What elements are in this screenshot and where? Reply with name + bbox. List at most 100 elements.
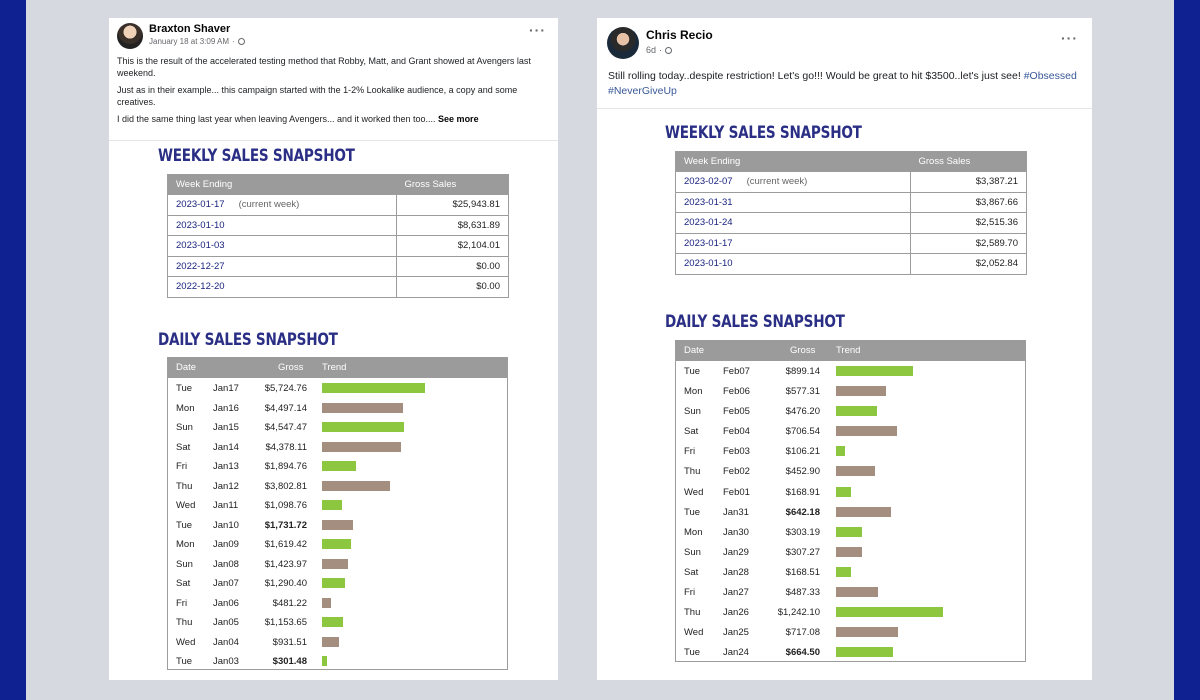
date-cell: Jan24: [723, 647, 749, 659]
table-row: Sun Jan29 $307.27: [676, 542, 1025, 562]
day-cell: Wed: [684, 627, 704, 639]
gross-cell: $1,731.72: [264, 519, 307, 531]
weekly-snapshot-title: WEEKLY SALES SNAPSHOT: [665, 123, 862, 143]
trend-bar: [836, 647, 893, 658]
date-cell: Jan05: [213, 617, 239, 628]
more-options-icon[interactable]: ···: [529, 22, 546, 38]
facebook-post-2: Chris Recio 6d · ··· Still rolling today…: [597, 18, 1092, 680]
date-cell: Jan16: [213, 402, 239, 414]
table-row: 2023-01-10 $2,052.84: [675, 253, 1027, 275]
date-cell: Jan04: [213, 636, 239, 648]
post-paragraph: Just as in their example... this campaig…: [117, 85, 518, 107]
table-row: Tue Jan17 $5,724.76: [168, 378, 507, 398]
hashtag-link[interactable]: #Obsessed: [1023, 70, 1077, 82]
gross-cell: $1,242.10: [777, 607, 820, 619]
daily-rows: Tue Feb07 $899.14 Mon Feb06 $577.31 Sun Feb05 $4…: [676, 361, 1025, 662]
post-timestamp[interactable]: January 18 at 3:09 AM: [149, 37, 230, 46]
right-border-bar: [1174, 0, 1200, 700]
divider: [109, 140, 558, 141]
trend-bar: [322, 578, 345, 588]
day-cell: Mon: [684, 526, 703, 538]
table-row: Tue Jan03 $301.48: [168, 651, 507, 671]
column-header: Date: [176, 362, 197, 373]
table-row: Fri Jan27 $487.33: [676, 582, 1025, 602]
table-row: Sun Jan15 $4,547.47: [168, 417, 507, 437]
day-cell: Tue: [684, 647, 701, 659]
table-row: Thu Jan12 $3,802.81: [168, 476, 507, 496]
table-row: Sun Feb05 $476.20: [676, 401, 1025, 421]
day-cell: Sat: [684, 426, 699, 438]
more-options-icon[interactable]: ···: [1061, 30, 1078, 46]
post-author[interactable]: Braxton Shaver: [149, 23, 231, 35]
date-cell: Jan11: [213, 500, 239, 511]
avatar[interactable]: [117, 23, 143, 49]
hashtag-link[interactable]: #NeverGiveUp: [608, 85, 677, 97]
day-cell: Thu: [684, 607, 701, 619]
trend-bar: [322, 597, 331, 608]
table-row: Sat Jan07 $1,290.40: [168, 573, 507, 593]
gross-cell: $4,378.11: [265, 441, 307, 453]
post-text: Still rolling today..despite restriction…: [608, 69, 1086, 99]
post-meta: January 18 at 3:09 AM ·: [149, 37, 245, 46]
date-cell: Feb04: [723, 426, 750, 438]
globe-icon: [237, 38, 245, 45]
gross-cell: $642.18: [785, 506, 820, 518]
day-cell: Tue: [176, 656, 193, 667]
gross-cell: $452.90: [785, 466, 820, 478]
column-header: Gross Sales: [396, 174, 509, 195]
table-row: Thu Jan26 $1,242.10: [676, 602, 1025, 622]
trend-bar: [322, 617, 343, 627]
gross-cell: $5,724.76: [264, 383, 307, 394]
column-header: Gross: [790, 345, 816, 356]
date-cell: Feb01: [723, 486, 750, 498]
daily-snapshot-title: DAILY SALES SNAPSHOT: [158, 330, 338, 350]
trend-bar: [836, 566, 851, 577]
gross-cell: $1,423.97: [264, 558, 307, 570]
daily-rows: Tue Jan17 $5,724.76 Mon Jan16 $4,497.14 Sun Jan…: [168, 378, 507, 671]
day-cell: Sun: [684, 406, 701, 418]
trend-bar: [836, 366, 913, 376]
day-cell: Mon: [176, 402, 195, 414]
table-row: Wed Jan11 $1,098.76: [168, 495, 507, 515]
gross-cell: $577.31: [785, 386, 820, 398]
date-cell: Jan08: [213, 558, 239, 570]
gross-cell: $4,497.14: [264, 402, 307, 414]
post-timestamp[interactable]: 6d: [646, 45, 657, 55]
day-cell: Sat: [684, 566, 699, 578]
gross-cell: $476.20: [785, 406, 820, 418]
trend-bar: [322, 441, 401, 452]
day-cell: Tue: [684, 366, 701, 377]
day-cell: Wed: [176, 636, 196, 648]
gross-cell: $1,894.76: [264, 461, 307, 472]
trend-bar: [322, 539, 351, 549]
trend-bar: [836, 627, 898, 638]
avatar[interactable]: [607, 27, 639, 59]
trend-bar: [322, 422, 404, 432]
trend-bar: [322, 519, 353, 530]
table-row: Mon Feb06 $577.31: [676, 381, 1025, 401]
gross-cell: $664.50: [785, 647, 820, 659]
table-row: Thu Feb02 $452.90: [676, 461, 1025, 481]
day-cell: Fri: [176, 461, 188, 472]
table-row: Tue Jan31 $642.18: [676, 502, 1025, 522]
day-cell: Thu: [176, 617, 193, 628]
gross-cell: $1,290.40: [264, 578, 307, 589]
post-author[interactable]: Chris Recio: [646, 28, 713, 42]
trend-bar: [836, 526, 862, 537]
day-cell: Sat: [176, 441, 191, 453]
day-cell: Tue: [176, 519, 193, 531]
date-cell: Jan06: [213, 597, 239, 609]
table-row: 2023-01-31 $3,867.66: [675, 191, 1027, 213]
trend-bar: [836, 386, 886, 397]
current-week-label: (current week): [746, 176, 808, 188]
see-more-link[interactable]: See more: [438, 114, 479, 124]
day-cell: Thu: [684, 466, 701, 478]
date-cell: Jan15: [213, 422, 239, 433]
table-row: Mon Jan16 $4,497.14: [168, 398, 507, 418]
gross-cell: $931.51: [272, 636, 307, 648]
table-row: Sat Jan28 $168.51: [676, 562, 1025, 582]
column-header: Date: [684, 345, 705, 356]
day-cell: Tue: [176, 383, 193, 394]
column-header: Trend: [836, 345, 861, 356]
